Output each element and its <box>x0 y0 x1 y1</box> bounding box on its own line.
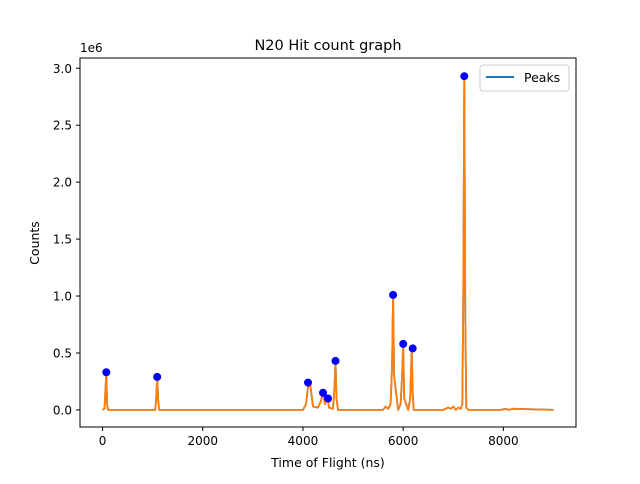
y-tick-label-5: 2.0 <box>53 176 72 190</box>
x-tick-label-1: 0 <box>99 434 107 448</box>
y-tick-label-4: 1.5 <box>53 233 72 247</box>
y-axis-ticks: 0.0 0.5 1.0 1.5 2.0 2.5 3.0 <box>53 62 80 417</box>
peak-marker-6 <box>331 356 340 365</box>
y-tick-label-3: 1.0 <box>53 290 72 304</box>
peak-marker-2 <box>153 372 162 381</box>
legend-box <box>479 64 570 92</box>
peak-marker-9 <box>408 344 417 353</box>
y-tick-label-7: 3.0 <box>53 62 72 76</box>
peak-marker-7 <box>389 290 398 299</box>
x-axis-label: Time of Flight (ns) <box>270 455 385 470</box>
peak-marker-8 <box>399 339 408 348</box>
peak-marker-5 <box>324 394 332 403</box>
chart-title: N20 Hit count graph <box>254 38 401 54</box>
peak-marker-10 <box>460 72 469 81</box>
x-tick-label-3: 4000 <box>288 434 319 448</box>
series-line-2 <box>102 75 554 411</box>
x-tick-label-4: 6000 <box>388 434 419 448</box>
peak-marker-1 <box>102 368 111 377</box>
y-tick-label-6: 2.5 <box>53 119 72 133</box>
y-tick-label-1: 0.0 <box>53 403 72 417</box>
legend-label: Peaks <box>524 70 560 85</box>
y-axis-label: Counts <box>27 221 42 265</box>
y-tick-label-2: 0.5 <box>53 346 72 360</box>
y-offset-label: 1e6 <box>80 41 103 55</box>
x-tick-label-2: 2000 <box>187 434 218 448</box>
legend: Peaks <box>479 64 570 92</box>
x-tick-label-5: 8000 <box>488 434 519 448</box>
x-axis-ticks: 0 2000 4000 6000 8000 <box>99 427 519 448</box>
peak-marker-3 <box>304 378 312 387</box>
plot-content <box>102 72 554 411</box>
plot-frame <box>79 57 577 428</box>
peak-marker-4 <box>319 388 327 397</box>
